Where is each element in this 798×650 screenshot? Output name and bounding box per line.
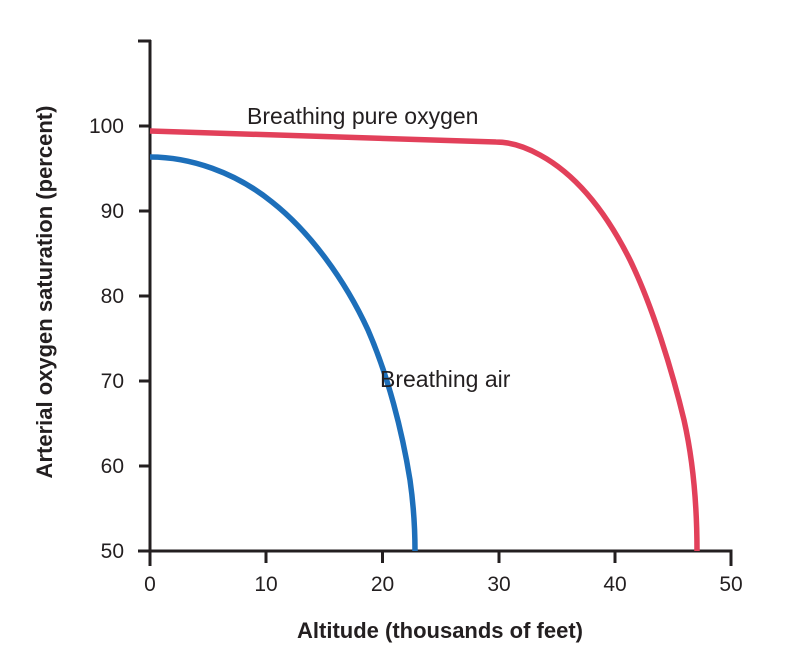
- x-tick-label: 10: [254, 573, 277, 596]
- label-breathing-air: Breathing air: [380, 366, 511, 392]
- x-tick-label: 30: [487, 573, 510, 596]
- label-breathing-pure-oxygen: Breathing pure oxygen: [247, 103, 478, 129]
- y-tick-label: 80: [101, 285, 124, 308]
- series-line-air: [149, 154, 418, 552]
- y-axis-title: Arterial oxygen saturation (percent): [32, 106, 57, 479]
- x-tick-label: 20: [371, 573, 394, 596]
- y-tick-label: 50: [101, 540, 124, 563]
- y-ticks: [139, 124, 150, 553]
- x-tick-labels: 0 10 20 30 40 50: [144, 573, 743, 596]
- y-axis: 50 60 70 80 90 100 Arterial oxygen satur…: [32, 39, 152, 566]
- x-ticks: [148, 549, 733, 566]
- x-axis-title: Altitude (thousands of feet): [297, 618, 583, 643]
- x-axis: 0 10 20 30 40 50 Altitude (thousands of …: [138, 549, 743, 643]
- x-tick-label: 0: [144, 573, 156, 596]
- x-tick-label: 40: [603, 573, 626, 596]
- series-line-pure-oxygen: [149, 128, 700, 552]
- y-tick-labels: 50 60 70 80 90 100: [89, 115, 124, 563]
- y-tick-label: 60: [101, 455, 124, 478]
- y-tick-label: 90: [101, 200, 124, 223]
- y-tick-label: 70: [101, 370, 124, 393]
- x-tick-label: 50: [719, 573, 742, 596]
- y-tick-label: 100: [89, 115, 124, 138]
